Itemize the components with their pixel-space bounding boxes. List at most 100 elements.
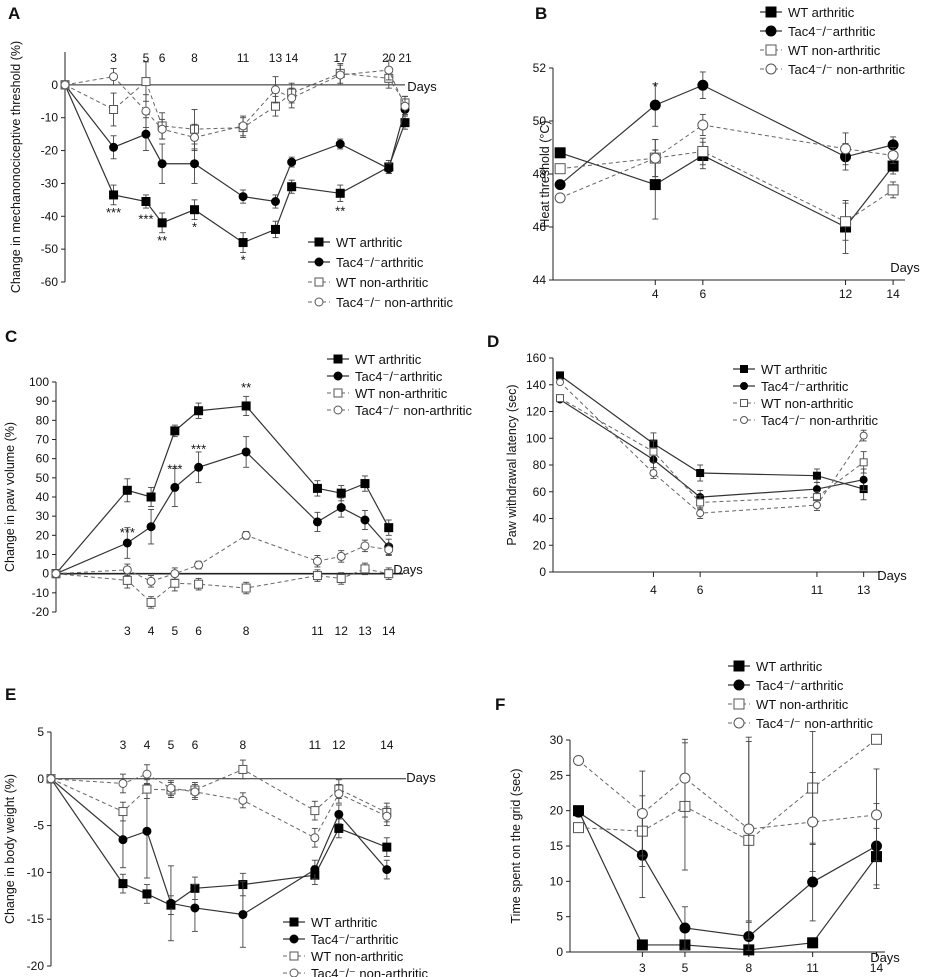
data-point <box>573 754 585 766</box>
data-point <box>238 192 248 202</box>
legend-label: Tac4⁻/⁻arthritic <box>761 379 849 394</box>
series-2 <box>556 394 868 510</box>
data-point <box>241 447 251 457</box>
data-point <box>556 394 565 403</box>
legend-marker <box>740 399 748 407</box>
data-point <box>334 789 344 799</box>
data-point <box>384 523 394 533</box>
legend: WT arthritic Tac4⁻/⁻arthritic WT non-arthr… <box>327 352 473 418</box>
x-tick-label: 6 <box>195 624 202 638</box>
legend-label: WT arthritic <box>311 915 378 930</box>
x-tick-label: 3 <box>110 51 117 65</box>
y-tick-label: 80 <box>533 458 547 472</box>
data-point <box>870 809 882 821</box>
y-tick-label: 0 <box>37 772 44 786</box>
y-axis-label: Change in paw volume (%) <box>3 422 17 572</box>
x-tick-label: 8 <box>240 738 247 752</box>
data-point <box>141 129 151 139</box>
series-line <box>55 568 389 604</box>
y-tick-label: -20 <box>32 605 50 619</box>
data-point <box>636 939 648 951</box>
y-tick-label: 48 <box>533 167 547 181</box>
data-point <box>190 205 200 215</box>
x-axis-label: Days <box>870 950 900 965</box>
series-3 <box>46 764 392 848</box>
legend-marker <box>740 365 748 373</box>
y-tick-label: -10 <box>32 586 50 600</box>
data-point <box>554 179 566 191</box>
legend: WT arthritic Tac4⁻/⁻arthritic WT non-arthr… <box>733 362 879 428</box>
y-axis-label: Paw withdrawal latency (sec) <box>505 384 519 545</box>
series-3 <box>554 113 899 204</box>
data-point <box>241 583 251 593</box>
data-point <box>122 485 132 495</box>
data-point <box>122 565 132 575</box>
data-point <box>556 371 565 380</box>
y-tick-label: 100 <box>29 375 49 389</box>
data-point <box>336 503 346 513</box>
legend-label: WT arthritic <box>788 5 855 20</box>
data-point <box>46 774 56 784</box>
panel-letter: F <box>495 695 505 714</box>
data-point <box>679 922 691 934</box>
significance-mark: * <box>241 253 246 268</box>
data-point <box>840 216 852 228</box>
y-tick-label: 52 <box>533 61 547 75</box>
x-tick-label: 3 <box>639 961 646 975</box>
data-point <box>141 77 151 87</box>
series-line <box>64 84 406 203</box>
legend-label: Tac4⁻/⁻ non-arthritic <box>355 403 473 418</box>
legend-marker <box>289 951 299 961</box>
x-tick-label: 6 <box>699 287 706 301</box>
data-point <box>238 910 248 920</box>
data-point <box>812 471 821 480</box>
data-point <box>270 197 280 206</box>
data-point <box>360 479 370 489</box>
data-point <box>807 937 819 949</box>
y-tick-label: 46 <box>533 220 547 234</box>
data-point <box>142 889 152 899</box>
x-tick-label: 17 <box>334 51 348 65</box>
data-point <box>118 778 128 788</box>
series-1 <box>51 436 394 579</box>
data-point <box>384 65 394 75</box>
data-point <box>696 498 705 507</box>
y-tick-label: 0 <box>556 945 563 959</box>
data-point <box>697 145 709 157</box>
series-line <box>50 768 388 813</box>
x-tick-label: 5 <box>682 961 689 975</box>
legend-label: WT non-arthritic <box>788 43 881 58</box>
y-tick-label: -15 <box>27 912 45 926</box>
data-point <box>146 597 156 607</box>
data-point <box>270 85 280 95</box>
data-point <box>554 192 566 204</box>
y-tick-label: -40 <box>41 209 59 223</box>
y-tick-label: 0 <box>51 78 58 92</box>
data-point <box>312 483 322 493</box>
y-tick-label: 90 <box>36 394 50 408</box>
x-tick-label: 11 <box>237 51 250 65</box>
data-point <box>146 492 156 502</box>
series-1 <box>573 803 882 952</box>
x-tick-label: 8 <box>745 961 752 975</box>
y-tick-label: 120 <box>526 405 546 419</box>
data-point <box>382 865 392 875</box>
data-point <box>360 564 370 574</box>
legend-label: Tac4⁻/⁻ non-arthritic <box>761 413 879 428</box>
x-tick-label: 14 <box>886 287 900 301</box>
significance-mark: ** <box>157 233 167 248</box>
series-2 <box>51 562 394 609</box>
legend-marker <box>333 388 343 398</box>
y-tick-label: 60 <box>533 485 547 499</box>
series-3 <box>556 378 868 519</box>
data-point <box>384 545 394 555</box>
x-tick-label: 6 <box>192 738 199 752</box>
x-tick-label: 14 <box>382 624 396 638</box>
series-line <box>55 405 390 575</box>
data-point <box>697 79 709 91</box>
data-point <box>807 876 819 888</box>
panel-letter: E <box>5 685 16 704</box>
y-tick-label: 30 <box>36 509 50 523</box>
legend-marker <box>733 717 745 729</box>
x-axis-label: Days <box>406 770 436 785</box>
